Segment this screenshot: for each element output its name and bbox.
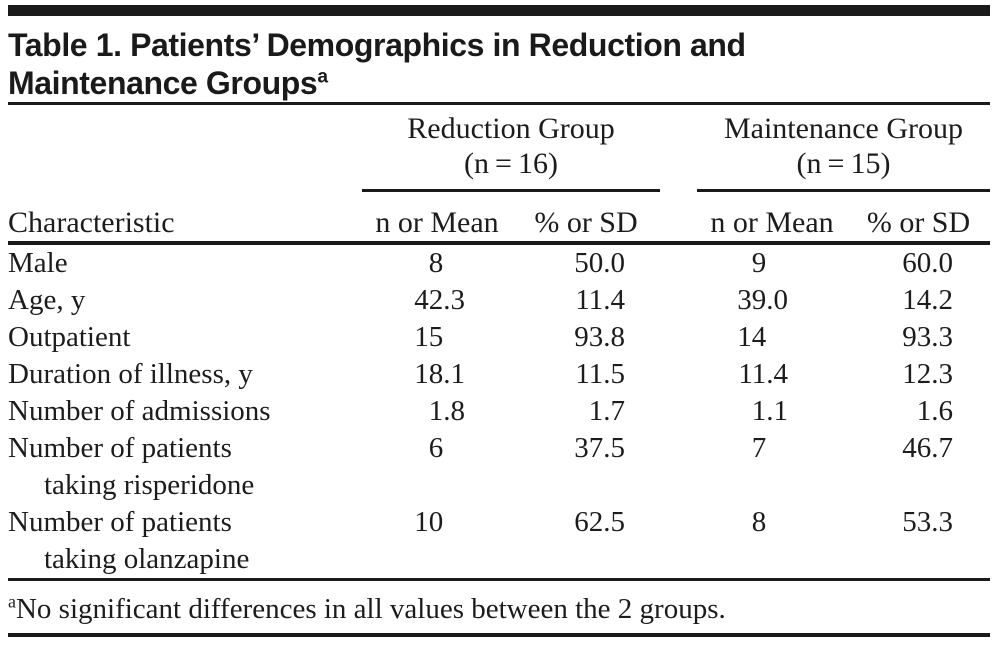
footnote-top-rule [8, 578, 990, 581]
table-row: Male 8.0 50.0 9.0 60.0 [8, 245, 990, 282]
cell-reduction-pct-sd: 93.8 [574, 321, 625, 353]
row-label-line1: Duration of illness, y [8, 358, 253, 390]
cell-reduction-n-mean: 42.3 [414, 284, 465, 316]
cell-maintenance-n-mean: 7.0 [751, 432, 767, 464]
cell-maintenance-n-mean: 11.4 [738, 358, 788, 390]
cell-gap [660, 319, 697, 356]
cell-maintenance-pct-sd: 93.3 [902, 321, 953, 353]
table-row: Duration of illness, y 18.1 11.5 11.4 12… [8, 356, 990, 393]
cell-maintenance-pct-sd: 46.7 [902, 432, 953, 464]
column-header-maintenance-pct-sd: % or SD [866, 206, 971, 239]
cell-maintenance-pct-sd: 60.0 [902, 247, 953, 279]
cell-reduction-pct-sd: 11.5 [575, 358, 625, 390]
row-label: Male [8, 245, 362, 282]
table-footnote: aNo significant differences in all value… [8, 581, 990, 633]
column-header-characteristic: Characteristic [8, 206, 175, 239]
cell-maintenance-n-mean: 1.1 [751, 395, 788, 427]
cell-reduction-n-mean: 8.0 [428, 247, 444, 279]
table-title-footnote-marker: a [317, 66, 328, 88]
row-label: Number of patients taking risperidone [8, 430, 362, 504]
table-row: Age, y 42.3 11.4 39.0 14.2 [8, 282, 990, 319]
cell-reduction-pct-sd: 50.0 [574, 247, 625, 279]
cell-maintenance-n-mean: 39.0 [737, 284, 788, 316]
cell-reduction-n-mean: 18.1 [414, 358, 465, 390]
cell-reduction-n-mean: 10.0 [414, 506, 444, 538]
column-header-reduction-n-mean: n or Mean [375, 206, 499, 239]
group-name-reduction: Reduction Group [407, 112, 615, 145]
table-row: Number of admissions 1.8 1.7 1.1 1.6 [8, 393, 990, 430]
row-label: Number of admissions [8, 393, 362, 430]
column-header-reduction-pct-sd: % or SD [534, 206, 638, 239]
group-n-maintenance: (n = 15) [796, 147, 891, 180]
group-header-row: Reduction Group (n = 16) Maintenance Gro… [8, 105, 990, 192]
cell-gap [660, 245, 697, 282]
table-title: Table 1. Patients’ Demographics in Reduc… [8, 26, 990, 102]
cell-gap [660, 282, 697, 319]
row-label: Age, y [8, 282, 362, 319]
title-bottom-rule [8, 102, 990, 105]
cell-maintenance-n-mean: 9.0 [751, 247, 767, 279]
cell-gap [660, 356, 697, 393]
cell-reduction-pct-sd: 1.7 [588, 395, 625, 427]
cell-reduction-pct-sd: 62.5 [574, 506, 625, 538]
row-label-line1: Age, y [8, 284, 86, 316]
row-label-line1: Male [8, 247, 68, 279]
cell-reduction-n-mean: 6.0 [428, 432, 444, 464]
table-row: Number of patients taking olanzapine 10.… [8, 504, 990, 578]
table-body: Male 8.0 50.0 9.0 60.0 Age, y 42.3 11.4 … [8, 245, 990, 578]
cell-maintenance-pct-sd: 1.6 [916, 395, 953, 427]
group-header-reduction: Reduction Group (n = 16) [362, 105, 660, 192]
cell-maintenance-pct-sd: 14.2 [902, 284, 953, 316]
row-label-line1: Outpatient [8, 321, 131, 353]
footnote-marker: a [8, 591, 16, 612]
row-label-line1: Number of admissions [8, 395, 271, 427]
row-label: Number of patients taking olanzapine [8, 504, 362, 578]
group-n-reduction: (n = 16) [464, 147, 558, 180]
group-name-maintenance: Maintenance Group [723, 112, 964, 145]
row-label-line1: Number of patients [8, 506, 232, 538]
table-title-line1: Table 1. Patients’ Demographics in Reduc… [8, 27, 746, 63]
cell-maintenance-pct-sd: 53.3 [902, 506, 953, 538]
top-rule-bar [8, 5, 990, 16]
cell-maintenance-pct-sd: 12.3 [902, 358, 953, 390]
group-header-maintenance: Maintenance Group (n = 15) [697, 105, 990, 192]
column-header-row: Characteristic n or Mean % or SD n or Me… [8, 192, 990, 241]
cell-gap [660, 504, 697, 578]
cell-maintenance-n-mean: 8.0 [751, 506, 767, 538]
cell-reduction-pct-sd: 11.4 [575, 284, 625, 316]
row-label: Outpatient [8, 319, 362, 356]
cell-maintenance-n-mean: 14.0 [737, 321, 767, 353]
header-bottom-rule [8, 241, 990, 245]
row-label-line2: taking risperidone [44, 469, 255, 501]
row-label-line2: taking olanzapine [44, 543, 250, 575]
column-header-maintenance-n-mean: n or Mean [710, 206, 834, 239]
cell-gap [660, 430, 697, 504]
cell-reduction-pct-sd: 37.5 [574, 432, 625, 464]
row-label-line1: Number of patients [8, 432, 232, 464]
cell-reduction-n-mean: 1.8 [428, 395, 465, 427]
row-label: Duration of illness, y [8, 356, 362, 393]
footnote-text: No significant differences in all values… [15, 593, 726, 625]
table-row: Outpatient 15.0 93.8 14.0 93.3 [8, 319, 990, 356]
table-row: Number of patients taking risperidone 6.… [8, 430, 990, 504]
table-title-line2: Maintenance Groups [8, 65, 318, 101]
cell-reduction-n-mean: 15.0 [414, 321, 444, 353]
cell-gap [660, 393, 697, 430]
bottom-rule [8, 633, 990, 637]
